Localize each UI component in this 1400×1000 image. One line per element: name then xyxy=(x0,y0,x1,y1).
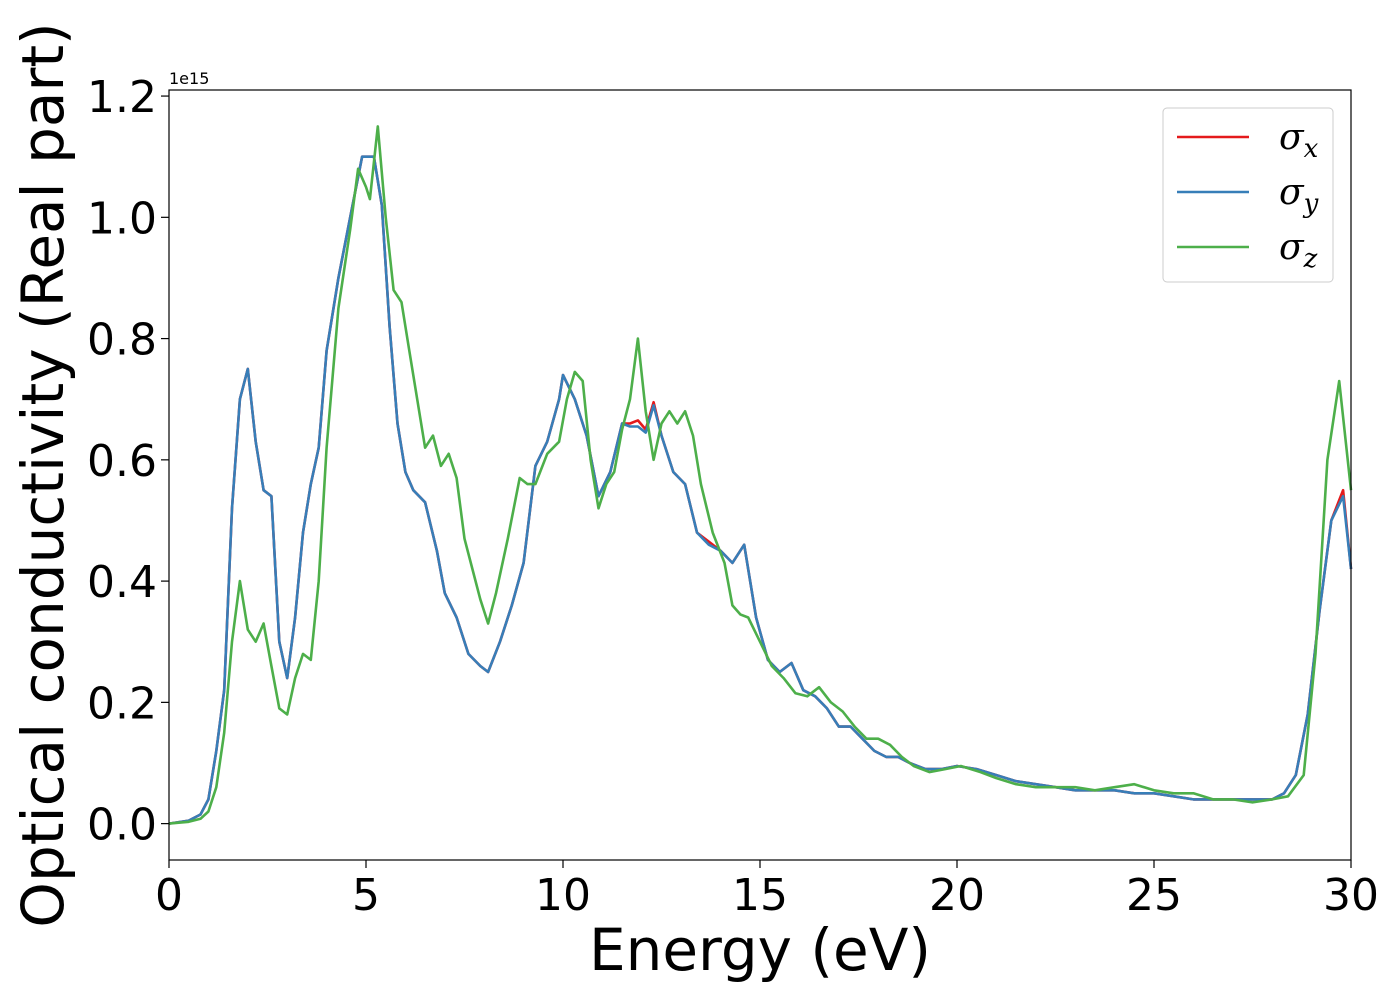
x-tick-label: 5 xyxy=(352,870,380,921)
x-tick-label: 10 xyxy=(535,870,591,921)
y-axis: 0.0 0.2 0.4 0.6 0.8 1.0 1.2 xyxy=(87,72,169,851)
x-tick-label: 0 xyxy=(155,870,183,921)
x-axis-title: Energy (eV) xyxy=(589,916,931,984)
y-tick-label: 0.8 xyxy=(87,315,157,366)
y-axis-title: Optical conductivity (Real part) xyxy=(9,22,77,927)
y-tick-label: 0.4 xyxy=(87,557,157,608)
y-tick-label: 0.0 xyxy=(87,800,157,851)
x-tick-label: 15 xyxy=(732,870,788,921)
y-tick-label: 0.2 xyxy=(87,678,157,729)
y-tick-label: 1.2 xyxy=(87,72,157,123)
x-axis: 0 5 10 15 20 25 30 xyxy=(155,860,1379,921)
series-line-sigma-z xyxy=(168,125,1353,825)
y-tick-label: 0.6 xyxy=(87,436,157,487)
legend-box xyxy=(1162,107,1334,283)
x-tick-label: 20 xyxy=(929,870,985,921)
legend-label-sigma-z: σz xyxy=(1279,227,1318,274)
series-line-sigma-y xyxy=(168,155,1353,825)
x-tick-label: 25 xyxy=(1126,870,1182,921)
series-layer xyxy=(168,125,1353,825)
y-offset-label: 1e15 xyxy=(169,69,209,88)
x-tick-label: 30 xyxy=(1323,870,1379,921)
y-tick-label: 1.0 xyxy=(87,193,157,244)
